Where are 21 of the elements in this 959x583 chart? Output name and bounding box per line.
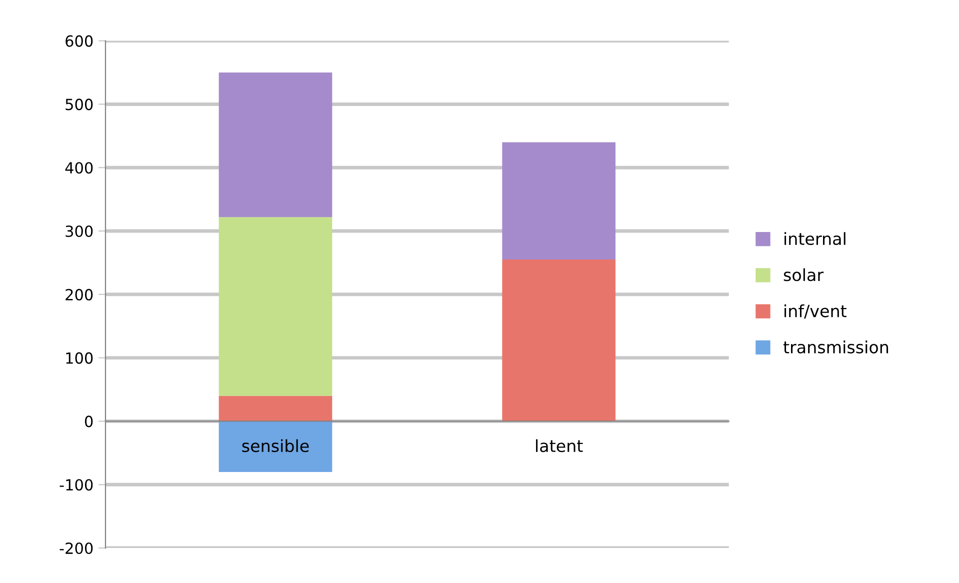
bar <box>502 260 616 422</box>
y-tick-label: 200 <box>66 288 93 300</box>
y-tick-label: 100 <box>66 352 93 364</box>
bar <box>218 396 332 422</box>
legend-label: solar <box>784 268 824 282</box>
legend-label: inf/vent <box>784 304 846 319</box>
bar <box>218 72 332 218</box>
x-tick-label: latent <box>536 439 583 452</box>
legend-label: internal <box>784 232 846 246</box>
y-tick-label: 400 <box>65 162 93 174</box>
y-tick-label: 0 <box>84 416 93 428</box>
y-tick-label: -200 <box>60 542 93 554</box>
legend-label: transmission <box>783 340 888 354</box>
bar <box>218 421 332 472</box>
bar <box>502 142 616 260</box>
y-tick-label: 300 <box>66 225 93 238</box>
bar <box>218 217 332 396</box>
x-tick-label: sensible <box>242 439 309 452</box>
y-tick-label: -100 <box>60 479 93 491</box>
y-tick-label: 500 <box>66 98 93 110</box>
y-tick-label: 600 <box>66 35 93 47</box>
